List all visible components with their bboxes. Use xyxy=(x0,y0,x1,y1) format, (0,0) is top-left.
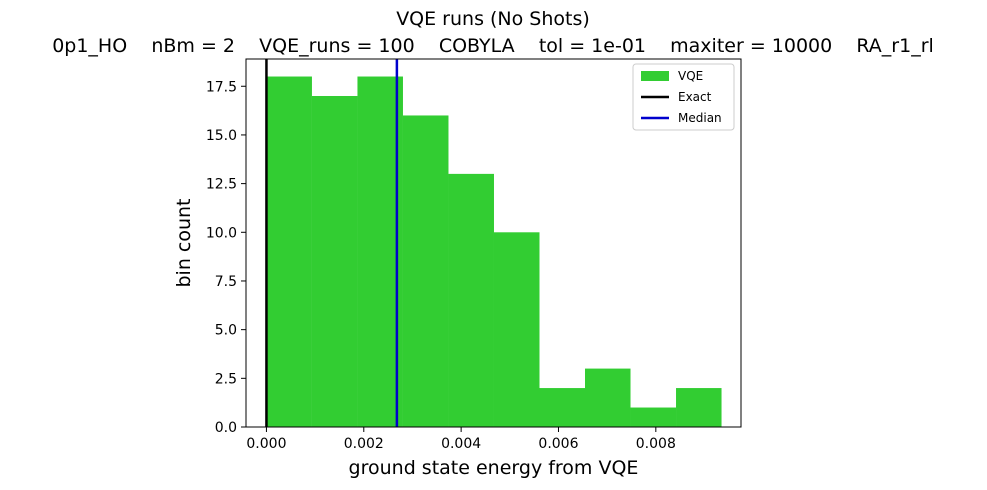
chart-subtitle: 0p1_HO nBm = 2 VQE_runs = 100 COBYLA tol… xyxy=(52,35,934,57)
chart-legend: VQE Exact Median xyxy=(632,63,735,131)
y-tick-label: 12.5 xyxy=(206,177,237,193)
histogram-bar xyxy=(448,173,494,427)
x-axis-ticks: 0.000 0.002 0.004 0.006 0.008 xyxy=(246,427,676,452)
y-tick-label: 5.0 xyxy=(215,323,237,339)
histogram-bar xyxy=(402,115,449,427)
histogram-bar xyxy=(585,368,631,427)
plot-area-frame xyxy=(245,58,742,428)
x-axis-label: ground state energy from VQE xyxy=(349,457,639,479)
reference-lines xyxy=(265,59,399,427)
legend-label-exact: Exact xyxy=(678,90,712,104)
histogram-bar xyxy=(357,76,403,428)
histogram-bar xyxy=(266,76,312,428)
histogram-bar xyxy=(493,232,540,427)
y-tick-label: 0.0 xyxy=(215,420,237,436)
histogram-bar xyxy=(311,95,358,428)
chart-title: VQE runs (No Shots) xyxy=(396,8,590,30)
histogram-bar xyxy=(630,407,677,427)
legend-label-median: Median xyxy=(678,111,722,125)
y-tick-label: 10.0 xyxy=(206,225,237,241)
x-tick-label: 0.004 xyxy=(441,436,481,452)
x-tick-label: 0.008 xyxy=(636,436,676,452)
y-tick-label: 15.0 xyxy=(206,128,237,144)
y-tick-label: 17.5 xyxy=(206,79,237,95)
y-axis-ticks: 0.0 2.5 5.0 7.5 10.0 12.5 15.0 17.5 xyxy=(206,79,246,436)
histogram-bar xyxy=(539,388,586,427)
histogram-bars xyxy=(266,76,722,428)
x-tick-label: 0.006 xyxy=(538,436,578,452)
legend-label-vqe: VQE xyxy=(678,69,703,83)
y-tick-label: 2.5 xyxy=(215,371,237,387)
x-tick-label: 0.000 xyxy=(246,436,286,452)
y-tick-label: 7.5 xyxy=(215,274,237,290)
histogram-bar xyxy=(676,388,722,427)
x-tick-label: 0.002 xyxy=(344,436,384,452)
y-axis-label: bin count xyxy=(173,198,195,287)
legend-swatch-vqe xyxy=(641,71,669,81)
